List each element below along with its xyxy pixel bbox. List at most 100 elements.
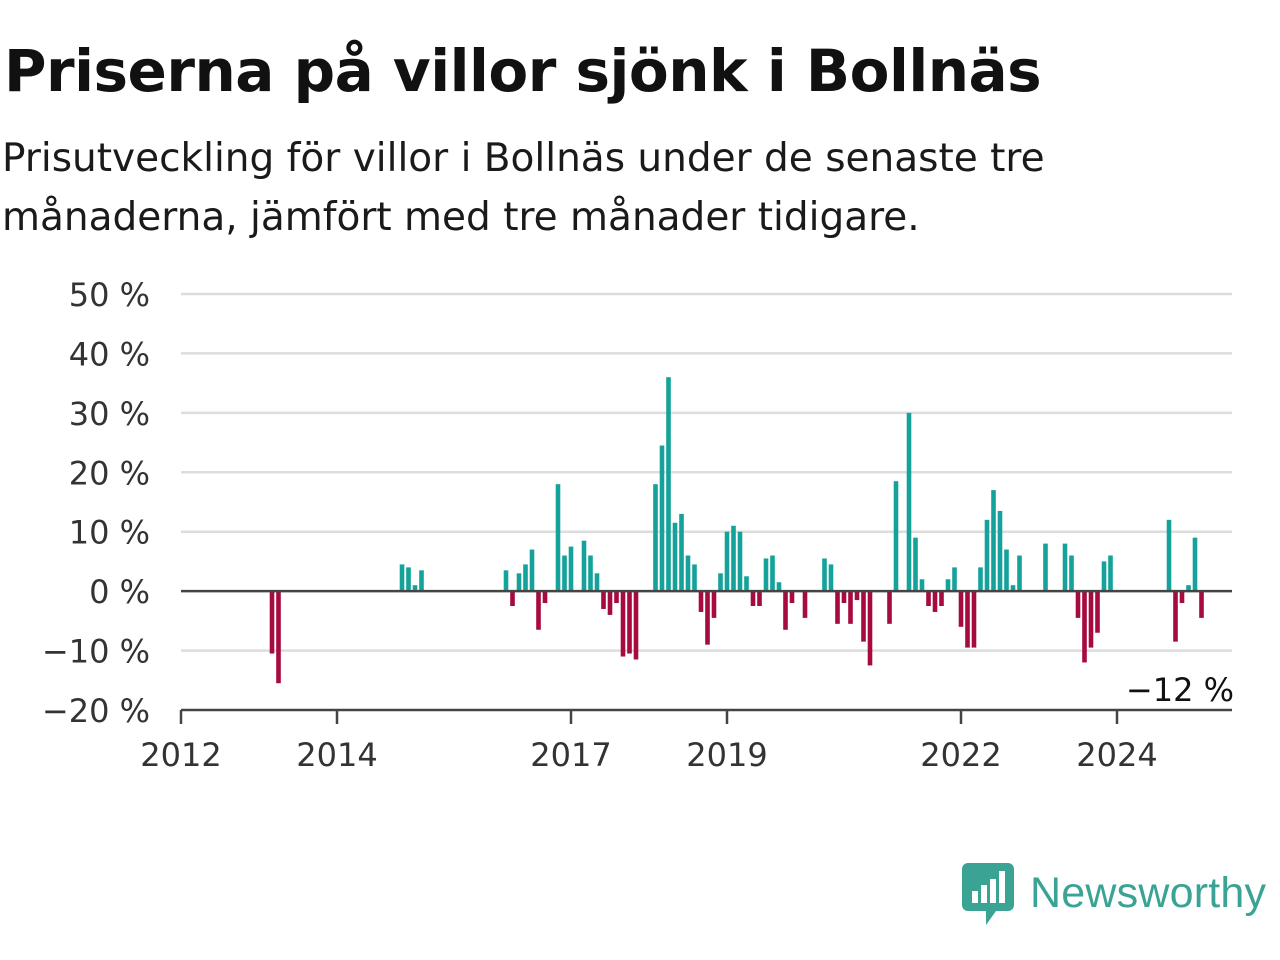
- bar-positive: [685, 555, 691, 592]
- bar-positive: [419, 570, 424, 592]
- bar-negative: [932, 591, 938, 612]
- bar-positive: [770, 555, 775, 592]
- latest-value-label: −12 %: [1126, 671, 1234, 709]
- bar-positive: [737, 531, 743, 592]
- bar-positive: [893, 481, 899, 592]
- bar-positive: [1166, 519, 1172, 592]
- price-change-bar-chart: 50 %40 %30 %20 %10 %0 %−10 %−20 % 2012 20…: [41, 276, 1236, 774]
- bar-negative: [835, 591, 840, 624]
- y-axis-labels: 50 % 40 % 30 % 20 % 10 % 0 % −10 % −20 %: [42, 276, 150, 730]
- bar-negative: [536, 591, 541, 630]
- bar-positive: [1101, 561, 1107, 592]
- bar-negative: [542, 591, 548, 604]
- bar-positive: [913, 537, 918, 592]
- bars: [269, 377, 1204, 684]
- bar-negative: [1173, 591, 1178, 642]
- bar-chart-speech-bubble-icon: [962, 863, 1014, 925]
- bar-positive: [919, 579, 925, 592]
- bar-positive: [523, 564, 528, 592]
- y-tick-label: 10 %: [69, 514, 150, 552]
- bar-positive: [659, 445, 665, 592]
- bar-positive: [529, 549, 535, 592]
- bar-negative: [783, 591, 788, 630]
- bar-negative: [711, 591, 717, 618]
- annotations: −12 %: [1123, 669, 1236, 712]
- bar-positive: [503, 570, 509, 592]
- bar-positive: [588, 555, 593, 592]
- bar-positive: [1062, 543, 1068, 592]
- bar-positive: [1108, 555, 1113, 592]
- bar-positive: [828, 564, 834, 592]
- bar-negative: [614, 591, 619, 604]
- bar-positive: [744, 576, 749, 592]
- bar-negative: [607, 591, 613, 615]
- bar-negative: [848, 591, 853, 624]
- bar-negative: [867, 591, 873, 666]
- bar-positive: [568, 546, 574, 592]
- bar-positive: [718, 573, 723, 592]
- y-tick-label: −10 %: [42, 633, 150, 671]
- bar-positive: [1192, 537, 1198, 592]
- bar-positive: [692, 564, 697, 592]
- bar-negative: [1075, 591, 1081, 618]
- bar-negative: [757, 591, 762, 606]
- x-tick-label: 2022: [920, 736, 1001, 774]
- bar-negative: [841, 591, 847, 604]
- bar-positive: [399, 564, 405, 592]
- bar-negative: [627, 591, 632, 654]
- bar-negative: [958, 591, 964, 627]
- y-tick-label: −20 %: [42, 692, 150, 730]
- bar-negative: [269, 591, 275, 654]
- bar-positive: [906, 412, 912, 592]
- bar-negative: [861, 591, 866, 642]
- bar-positive: [991, 490, 996, 592]
- bar-negative: [887, 591, 892, 624]
- bar-positive: [776, 582, 782, 592]
- bar-positive: [1069, 555, 1074, 592]
- x-tick-label: 2012: [140, 736, 221, 774]
- bar-positive: [1186, 585, 1191, 592]
- bar-positive: [822, 558, 827, 592]
- bar-negative: [971, 591, 977, 648]
- bar-negative: [276, 591, 281, 684]
- y-tick-label: 20 %: [69, 454, 150, 492]
- bar-negative: [705, 591, 710, 645]
- y-tick-label: 0 %: [89, 573, 150, 611]
- bar-negative: [601, 591, 606, 609]
- bar-negative: [1088, 591, 1094, 648]
- bar-positive: [555, 484, 561, 592]
- bar-negative: [1095, 591, 1100, 633]
- bar-negative: [965, 591, 970, 648]
- bar-positive: [666, 377, 671, 592]
- bar-positive: [653, 484, 658, 592]
- bar-positive: [952, 567, 957, 592]
- gridlines: [181, 292, 1232, 652]
- bar-positive: [1017, 555, 1022, 592]
- bar-negative: [750, 591, 756, 606]
- bar-positive: [1004, 549, 1009, 592]
- bar-positive: [731, 525, 736, 592]
- bar-negative: [802, 591, 808, 618]
- bar-negative: [939, 591, 944, 606]
- x-tick-label: 2017: [530, 736, 611, 774]
- bar-positive: [594, 573, 600, 592]
- bar-negative: [1179, 591, 1185, 604]
- bar-negative: [633, 591, 639, 660]
- bar-negative: [620, 591, 626, 657]
- bar-negative: [1199, 591, 1204, 618]
- bar-negative: [926, 591, 931, 606]
- x-tick-label: 2019: [686, 736, 767, 774]
- bar-negative: [854, 591, 860, 601]
- logo-text: Newsworthy: [1030, 868, 1267, 917]
- y-tick-label: 30 %: [69, 395, 150, 433]
- bar-positive: [763, 558, 769, 592]
- bar-negative: [698, 591, 704, 612]
- bar-negative: [1082, 591, 1087, 663]
- bar-positive: [984, 519, 990, 592]
- x-axis-labels: 2012 2014 2017 2019 2022 2024: [140, 736, 1157, 774]
- bar-positive: [997, 510, 1003, 592]
- bar-positive: [1043, 543, 1048, 592]
- bar-positive: [406, 567, 411, 592]
- bar-positive: [412, 585, 418, 592]
- bar-positive: [581, 540, 587, 592]
